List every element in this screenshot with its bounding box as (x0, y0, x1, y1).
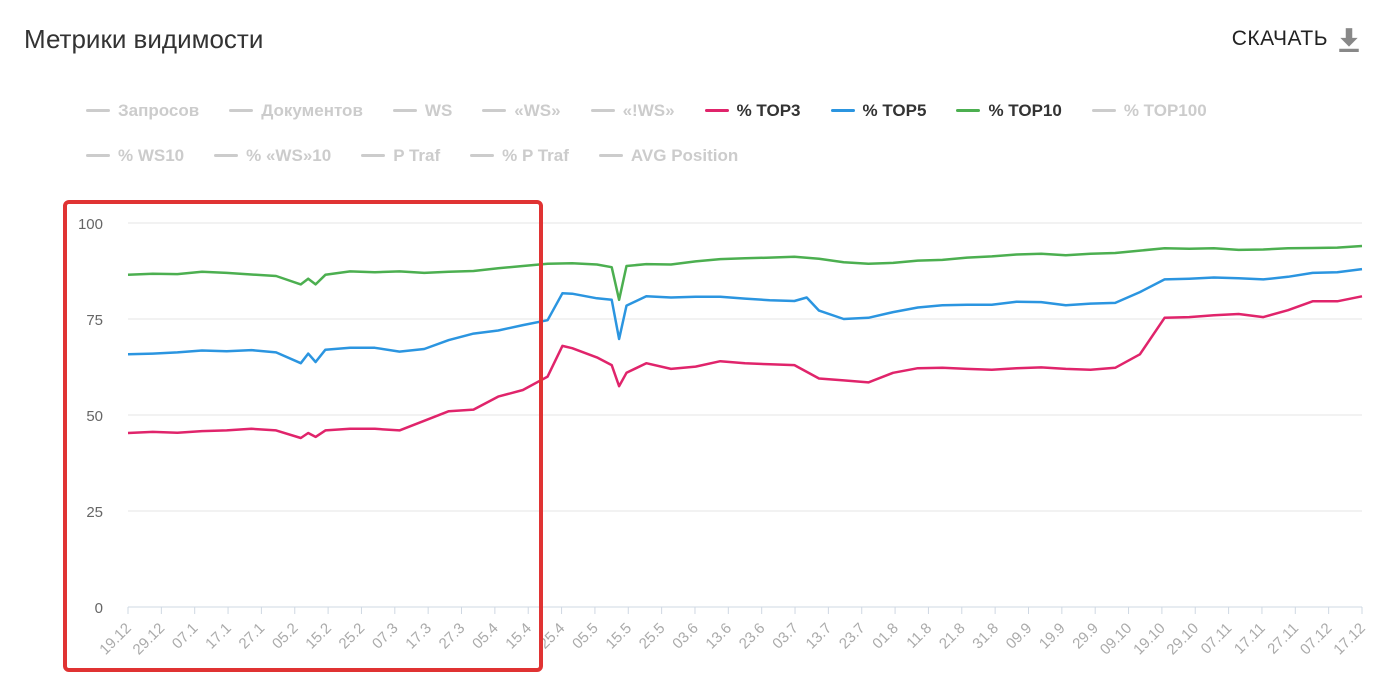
legend-swatch (482, 109, 507, 112)
download-icon (1339, 28, 1359, 52)
x-tick-label: 25.5 (636, 620, 669, 653)
legend-label: «WS» (514, 100, 561, 120)
x-tick-label: 15.2 (302, 620, 335, 653)
legend-item[interactable]: % WS10 (86, 146, 184, 166)
page-title: Метрики видимости (24, 24, 264, 54)
x-tick-label: 19.12 (96, 620, 135, 659)
legend-item[interactable]: Запросов (86, 101, 199, 121)
x-tick-label: 23.7 (836, 620, 869, 653)
legend-swatch (590, 109, 615, 112)
download-label: СКАЧАТЬ (1231, 27, 1328, 50)
legend-item[interactable]: % TOP5 (830, 100, 927, 121)
series-line (127, 244, 1363, 302)
y-tick-label: 75 (86, 312, 103, 329)
legend-swatch (956, 109, 981, 112)
legend-item[interactable]: % TOP10 (956, 100, 1062, 121)
legend-label: % «WS»10 (246, 145, 332, 165)
legend-item[interactable]: AVG Position (598, 145, 739, 166)
legend-swatch (361, 154, 386, 157)
x-tick-label: 17.3 (402, 620, 435, 653)
x-tick-label: 21.8 (936, 620, 969, 653)
legend-item[interactable]: «!WS» (590, 100, 675, 121)
legend-item[interactable]: % TOP100 (1091, 100, 1207, 121)
legend-label: % TOP3 (736, 100, 801, 120)
x-tick-label: 11.8 (903, 620, 935, 652)
x-tick-label: 03.6 (669, 620, 702, 653)
x-tick-label: 09.10 (1097, 620, 1136, 659)
x-tick-label: 07.12 (1297, 620, 1336, 659)
chart-legend: Запросов Документов WS «WS» «!WS» % TOP3 % TOP… (86, 88, 1286, 178)
x-tick-label: 31.8 (969, 620, 1002, 653)
x-tick-label: 05.2 (269, 620, 302, 653)
legend-swatch (1091, 109, 1116, 112)
legend-swatch (229, 109, 254, 112)
legend-label: Документов (261, 100, 363, 120)
legend-swatch (704, 109, 729, 112)
x-tick-label: 25.4 (536, 620, 569, 653)
legend-item[interactable]: % TOP3 (704, 100, 801, 121)
x-tick-label: 29.10 (1164, 620, 1203, 659)
y-tick-label: 50 (86, 408, 103, 425)
legend-row: Запросов Документов WS «WS» «!WS» % TOP3 % TOP… (86, 88, 1286, 133)
y-tick-label: 25 (86, 504, 103, 521)
legend-label: P Traf (393, 145, 441, 165)
x-tick-label: 27.1 (236, 620, 269, 653)
legend-item[interactable]: WS (392, 100, 453, 121)
x-tick-label: 17.12 (1330, 620, 1369, 659)
legend-label: % TOP10 (988, 100, 1062, 120)
legend-swatch (86, 109, 110, 112)
x-tick-label: 03.7 (769, 620, 802, 653)
x-tick-label: 27.3 (436, 620, 469, 653)
download-button[interactable]: СКАЧАТЬ (1232, 26, 1362, 52)
x-tick-label: 23.6 (736, 620, 769, 653)
legend-item[interactable]: «WS» (482, 100, 561, 121)
x-tick-label: 25.2 (336, 620, 369, 653)
x-tick-label: 13.7 (803, 620, 836, 653)
legend-row: % WS10 % «WS»10 P Traf % P Traf AVG Position (86, 133, 1286, 178)
legend-swatch (214, 154, 239, 157)
legend-item[interactable]: % «WS»10 (214, 146, 331, 166)
x-tick-label: 09.9 (1003, 620, 1036, 653)
legend-item[interactable]: Документов (229, 101, 363, 121)
legend-swatch (392, 109, 417, 112)
legend-swatch (830, 109, 855, 112)
y-tick-label: 0 (95, 600, 103, 617)
legend-label: «!WS» (622, 100, 675, 120)
x-tick-label: 15.4 (502, 620, 535, 653)
legend-label: AVG Position (630, 145, 739, 165)
x-tick-label: 07.3 (369, 620, 402, 653)
legend-item[interactable]: P Traf (361, 146, 440, 166)
x-tick-label: 29.12 (130, 620, 169, 659)
x-tick-label: 05.5 (569, 620, 602, 653)
x-tick-label: 01.8 (869, 620, 902, 653)
legend-label: % P Traf (502, 145, 569, 165)
x-tick-label: 19.9 (1036, 620, 1069, 653)
x-tick-label: 15.5 (602, 620, 635, 653)
legend-label: Запросов (118, 100, 200, 120)
x-tick-label: 19.10 (1130, 620, 1169, 659)
x-tick-label: 17.11 (1231, 620, 1269, 658)
legend-label: WS (424, 100, 453, 120)
legend-swatch (598, 154, 623, 157)
x-tick-label: 05.4 (469, 620, 502, 653)
x-tick-label: 17.1 (202, 620, 235, 653)
x-tick-label: 27.11 (1264, 620, 1302, 658)
legend-item[interactable]: % P Traf (470, 146, 569, 166)
series-line (127, 295, 1363, 440)
x-tick-label: 07.11 (1198, 620, 1236, 658)
legend-label: % WS10 (118, 145, 185, 165)
legend-label: % TOP5 (862, 100, 927, 120)
series-line (127, 267, 1363, 365)
legend-swatch (470, 154, 495, 157)
x-tick-label: 07.1 (169, 620, 202, 653)
legend-label: % TOP100 (1123, 100, 1207, 120)
x-tick-label: 13.6 (702, 620, 735, 653)
y-tick-label: 100 (78, 216, 103, 233)
legend-swatch (86, 154, 110, 157)
